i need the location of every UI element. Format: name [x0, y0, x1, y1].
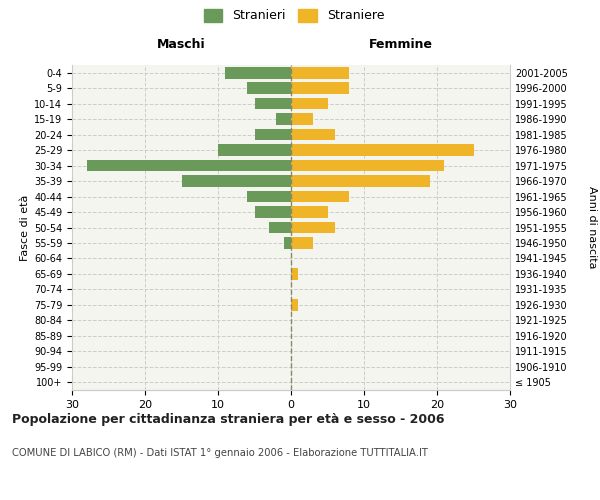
Legend: Stranieri, Straniere: Stranieri, Straniere: [203, 8, 385, 22]
Bar: [291, 268, 298, 280]
Bar: [291, 237, 313, 249]
Bar: [291, 144, 473, 156]
Bar: [218, 144, 291, 156]
Bar: [284, 237, 291, 249]
Bar: [226, 67, 291, 78]
Bar: [291, 129, 335, 140]
Bar: [86, 160, 291, 172]
Bar: [254, 98, 291, 110]
Bar: [182, 176, 291, 187]
Bar: [269, 222, 291, 234]
Bar: [291, 160, 444, 172]
Bar: [291, 114, 313, 125]
Bar: [247, 190, 291, 202]
Text: Maschi: Maschi: [157, 38, 206, 51]
Bar: [291, 98, 328, 110]
Y-axis label: Fasce di età: Fasce di età: [20, 194, 30, 260]
Bar: [291, 206, 328, 218]
Bar: [291, 82, 349, 94]
Bar: [254, 206, 291, 218]
Bar: [291, 190, 349, 202]
Y-axis label: Anni di nascita: Anni di nascita: [587, 186, 597, 269]
Bar: [291, 222, 335, 234]
Bar: [254, 129, 291, 140]
Text: COMUNE DI LABICO (RM) - Dati ISTAT 1° gennaio 2006 - Elaborazione TUTTITALIA.IT: COMUNE DI LABICO (RM) - Dati ISTAT 1° ge…: [12, 448, 428, 458]
Bar: [291, 67, 349, 78]
Text: Popolazione per cittadinanza straniera per età e sesso - 2006: Popolazione per cittadinanza straniera p…: [12, 412, 445, 426]
Text: Femmine: Femmine: [368, 38, 433, 51]
Bar: [291, 176, 430, 187]
Bar: [247, 82, 291, 94]
Bar: [291, 299, 298, 310]
Bar: [277, 114, 291, 125]
